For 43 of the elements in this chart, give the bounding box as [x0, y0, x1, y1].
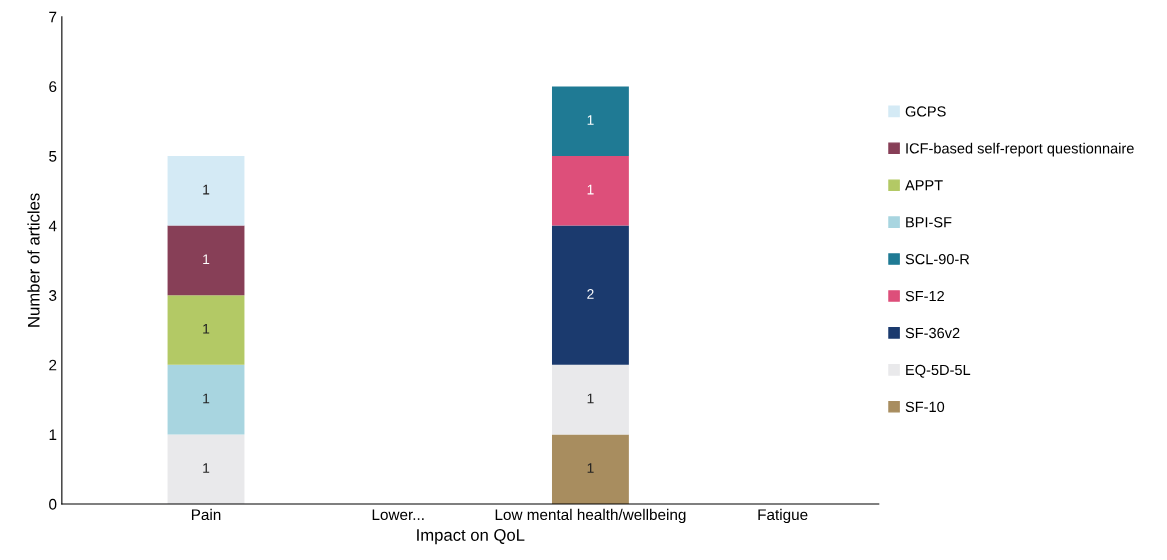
y-tick-label: 3 [49, 290, 57, 301]
data-label: 1 [203, 184, 210, 195]
legend-label: BPI-SF [906, 217, 952, 228]
legend-label: APPT [905, 180, 943, 191]
data-label: 1 [203, 463, 210, 473]
x-axis-title: Impact on QoL [417, 529, 525, 545]
legend-label: EQ-5D-5L [906, 364, 971, 378]
legend-label: SF-12 [905, 290, 944, 302]
y-tick-label: 7 [49, 11, 57, 23]
bar [167, 364, 245, 435]
bar [167, 156, 245, 226]
legend-label: SF-10 [905, 401, 945, 413]
y-axis-title: Number of articles [27, 193, 40, 327]
y-tick-label: 2 [49, 359, 57, 371]
bar [551, 434, 629, 504]
x-tick-label: Pain [191, 508, 221, 521]
data-label: 2 [587, 289, 594, 299]
bar [551, 86, 629, 156]
y-tick-label: 6 [49, 81, 57, 93]
bar [551, 156, 629, 226]
data-label: 1 [587, 115, 594, 125]
y-tick-label: 0 [49, 498, 57, 510]
x-tick-label: Lower... [372, 509, 424, 521]
y-tick-label: 4 [48, 220, 57, 232]
bar [167, 225, 245, 296]
legend-label: SF-36v2 [905, 327, 960, 339]
x-tick-label: Low mental health/wellbeing [495, 508, 686, 524]
bar [551, 225, 629, 365]
data-label: 1 [587, 184, 594, 195]
legend-label: ICF-based self-report questionnaire [906, 142, 1134, 157]
data-label: 1 [587, 393, 594, 404]
data-label: 1 [203, 393, 210, 404]
data-label: 1 [587, 463, 594, 473]
y-tick-label: 5 [49, 151, 57, 162]
bar [551, 364, 629, 435]
data-label: 1 [203, 324, 210, 334]
x-tick-label: Fatigue [758, 508, 808, 524]
y-tick-label: 1 [49, 429, 57, 440]
data-label: 1 [203, 254, 210, 264]
bar [167, 295, 245, 365]
legend-label: SCL-90-R [905, 253, 970, 265]
bar [167, 434, 245, 504]
legend-label: GCPS [905, 106, 946, 117]
